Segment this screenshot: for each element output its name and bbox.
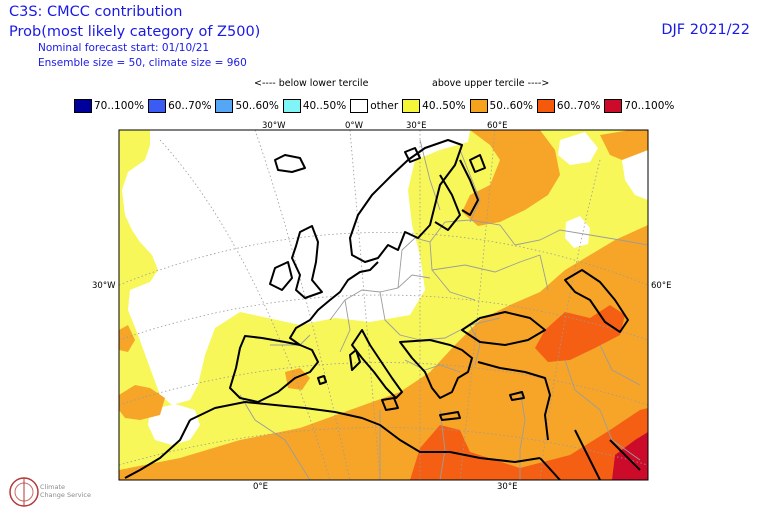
legend-swatch	[148, 99, 167, 113]
legend-swatch	[215, 99, 234, 113]
legend-swatch	[604, 99, 623, 113]
copernicus-logo-icon	[9, 477, 39, 507]
legend-item: 40..50%	[402, 99, 466, 113]
legend-item: 70..100%	[74, 99, 144, 113]
tick-right-60e: 60°E	[651, 281, 672, 291]
tick-left-30w: 30°W	[92, 281, 116, 291]
legend-item: 60..70%	[536, 99, 601, 113]
legend-label: 40..50%	[422, 100, 466, 112]
legend-label: 40..50%	[302, 100, 347, 112]
legend-item: other	[350, 99, 398, 113]
country-borders	[239, 139, 648, 480]
region-other-iberia-bay	[148, 404, 200, 445]
region-above-50-60-west-atlantic-2	[119, 325, 135, 352]
tick-top-30e: 30°E	[406, 121, 427, 131]
legend-swatch	[536, 99, 555, 113]
legend-label: other	[370, 100, 399, 112]
legend-swatch	[402, 99, 421, 113]
region-above-50-60-south-east	[119, 225, 648, 480]
coastlines	[124, 139, 641, 480]
legend-label: 50..60%	[235, 100, 279, 112]
legend-swatch	[282, 99, 301, 113]
legend-item: 70..100%	[604, 99, 674, 113]
logo-line-1: Climate	[40, 483, 66, 491]
region-above-60-70-south	[410, 408, 648, 480]
legend-label: 60..70%	[168, 100, 212, 112]
title: C3S: CMCC contribution	[9, 4, 183, 20]
region-other-ne-corner	[622, 150, 648, 200]
legend-item: 40..50%	[282, 99, 347, 113]
legend-swatch	[74, 99, 92, 113]
region-other-north-east	[558, 132, 598, 165]
tick-top-30w: 30°W	[262, 121, 286, 131]
tick-top-60e: 60°E	[487, 121, 508, 131]
legend-swatch	[350, 99, 369, 113]
region-above-50-60-north	[462, 130, 560, 226]
logo-line-2: Change Service	[40, 490, 91, 499]
legend-swatch	[469, 99, 488, 113]
tick-bottom-0e: 0°E	[253, 482, 269, 492]
region-other-east	[565, 216, 590, 248]
legend-item: 60..70%	[148, 99, 211, 113]
legend-label: 70..100%	[624, 100, 675, 112]
tick-bottom-30e: 30°E	[497, 482, 518, 492]
legend-label: 70..100%	[94, 100, 145, 112]
legend-item: 50..60%	[469, 99, 533, 113]
region-above-50-60-west-atlantic	[119, 385, 165, 420]
logo-text: Climate Change Service	[40, 483, 91, 499]
season-label: DJF 2021/22	[661, 22, 750, 38]
tick-top-0w: 0°W	[345, 121, 364, 131]
forecast-start: Nominal forecast start: 01/10/21	[38, 42, 210, 54]
below-tercile-label: <---- below lower tercile	[254, 78, 369, 89]
map-frame	[118, 129, 649, 481]
legend-label: 60..70%	[556, 100, 601, 112]
legend-item: 50..60%	[215, 99, 279, 113]
ensemble-size: Ensemble size = 50, climate size = 960	[38, 57, 247, 69]
subtitle: Prob(most likely category of Z500)	[9, 24, 261, 40]
legend: 70..100% 60..70% 50..60% 40..50% other 40..50…	[74, 98, 678, 114]
above-tercile-label: above upper tercile ---->	[432, 78, 550, 89]
region-above-50-60-ne	[600, 130, 648, 160]
legend-label: 50..60%	[489, 100, 533, 112]
